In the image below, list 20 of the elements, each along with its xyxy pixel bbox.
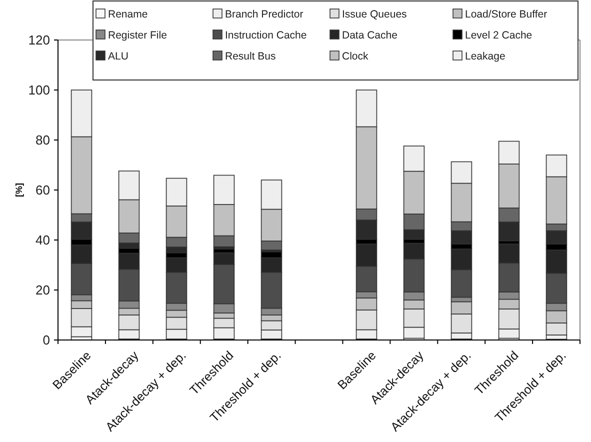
y-tick-label: 20 (36, 282, 50, 298)
legend-label: Result Bus (225, 50, 276, 63)
legend-label: Branch Predictor (225, 8, 304, 21)
legend-label: ALU (108, 50, 128, 63)
y-tick-label: 60 (36, 182, 50, 198)
y-tick-label: 100 (28, 82, 50, 98)
legend-label: Level 2 Cache (465, 30, 532, 42)
y-tick-label: 120 (28, 32, 50, 48)
legend-label: Rename (108, 8, 148, 21)
legend-label: Leakage (465, 50, 506, 63)
legend-label: Issue Queues (342, 8, 407, 21)
legend-label: Data Cache (342, 30, 398, 42)
y-axis-title: [%] (14, 183, 24, 197)
legend-label: Register File (108, 30, 168, 42)
legend-label: Load/Store Buffer (465, 8, 548, 21)
y-tick-label: 80 (36, 132, 50, 148)
y-tick-label: 0 (42, 332, 50, 348)
legend-label: Clock (342, 50, 370, 63)
y-tick-label: 40 (36, 232, 50, 248)
legend-label: Instruction Cache (225, 30, 307, 42)
